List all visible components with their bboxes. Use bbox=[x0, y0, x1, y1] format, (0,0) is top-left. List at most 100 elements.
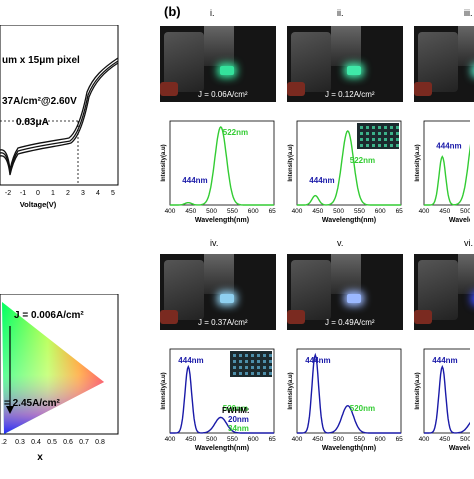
fwhm-green: 34nm bbox=[228, 424, 249, 433]
cie-panel: J = 0.006A/cm² = 2.45A/cm² .2 0.3 0.4 0.… bbox=[0, 293, 122, 474]
cie-tick: 0.6 bbox=[63, 439, 73, 446]
spectrum-line bbox=[424, 143, 470, 206]
spectrum-tick: 500 bbox=[333, 436, 344, 443]
spectrum-tick: 500 bbox=[460, 208, 470, 215]
spectrum-y-axis-label: Intensity(a.u) bbox=[161, 372, 167, 409]
device-photo bbox=[287, 26, 403, 102]
peak-label-green: 520nm bbox=[350, 404, 375, 413]
iv-current-annotation: 0.83μA bbox=[16, 117, 49, 128]
spectrum-y-axis-label: Intensity(a.u) bbox=[415, 144, 421, 181]
panel-roman-numeral: v. bbox=[337, 238, 344, 248]
current-density-label: J = 0.12A/cm² bbox=[325, 90, 375, 99]
spectrum-tick: 650 bbox=[269, 436, 276, 443]
spectrum-tick: 550 bbox=[354, 208, 365, 215]
iv-tick: 2 bbox=[66, 190, 70, 197]
spectrum-plot: 400450500550600650Wavelength(nm)Intensit… bbox=[161, 120, 276, 224]
spectrum-tick: 650 bbox=[269, 208, 276, 215]
spectrum-tick: 600 bbox=[375, 436, 386, 443]
spectrum-tick: 450 bbox=[312, 436, 323, 443]
spectrum-x-axis-label: Wavelength(nm) bbox=[322, 445, 376, 452]
current-density-label: J = 0.49A/cm² bbox=[325, 318, 375, 327]
panel-roman-numeral: iii. bbox=[464, 8, 473, 18]
spectrum-y-axis-label: Intensity(a.u) bbox=[415, 372, 421, 409]
spectrum-plot: 400450500550600650Wavelength(nm)Intensit… bbox=[415, 348, 470, 452]
spectrum-line bbox=[297, 129, 401, 206]
spectrum-y-axis-label: Intensity(a.u) bbox=[288, 144, 294, 181]
cie-tick: .2 bbox=[1, 439, 7, 446]
spectrum-tick: 400 bbox=[419, 436, 430, 443]
iv-curve-panel: -2 -1 0 1 2 3 4 5 Voltage(V) um x 15μm p… bbox=[0, 24, 122, 225]
spectrum-tick: 450 bbox=[185, 208, 196, 215]
peak-label-blue: 444nm bbox=[182, 176, 207, 185]
cie-j-bottom-label: = 2.45A/cm² bbox=[4, 398, 61, 409]
spectrum-x-axis-label: Wavelength(nm) bbox=[195, 445, 249, 452]
peak-label-blue: 444nm bbox=[432, 356, 457, 365]
cie-diagram: J = 0.006A/cm² = 2.45A/cm² .2 0.3 0.4 0.… bbox=[0, 293, 119, 463]
spectrum-tick: 450 bbox=[185, 436, 196, 443]
spectrum-tick: 450 bbox=[439, 208, 450, 215]
spectrum-plot: 400450500550600650Wavelength(nm)Intensit… bbox=[415, 120, 470, 224]
spectrum-x-axis-label: Wavelength(nm) bbox=[449, 445, 470, 452]
cie-tick: 0.7 bbox=[79, 439, 89, 446]
current-density-label: J = 0.37A/cm² bbox=[198, 318, 248, 327]
spectrum-x-axis-label: Wavelength(nm) bbox=[322, 217, 376, 224]
panel-roman-numeral: vi. bbox=[464, 238, 473, 248]
panel-b-label: (b) bbox=[164, 4, 181, 19]
cie-j-top-label: J = 0.006A/cm² bbox=[14, 310, 84, 321]
peak-label-green: 522nm bbox=[223, 128, 248, 137]
device-photo bbox=[414, 26, 474, 102]
spectrum-x-axis-label: Wavelength(nm) bbox=[449, 217, 470, 224]
iv-tick: 1 bbox=[51, 190, 55, 197]
emission-spot bbox=[220, 66, 234, 75]
spectrum-plot: 400450500550600650Wavelength(nm)Intensit… bbox=[288, 120, 403, 224]
iv-tick: 5 bbox=[111, 190, 115, 197]
peak-label-green: 522nm bbox=[350, 156, 375, 165]
device-photo bbox=[414, 254, 474, 330]
panel-roman-numeral: ii. bbox=[337, 8, 344, 18]
iv-tick: 3 bbox=[81, 190, 85, 197]
iv-tick: 0 bbox=[36, 190, 40, 197]
iv-curve-plot: -2 -1 0 1 2 3 4 5 Voltage(V) um x 15μm p… bbox=[0, 24, 119, 209]
spectrum-tick: 500 bbox=[206, 208, 217, 215]
spectrum-tick: 650 bbox=[396, 208, 403, 215]
iv-jv-annotation: 37A/cm²@2.60V bbox=[2, 96, 77, 107]
spectrum-tick: 400 bbox=[292, 436, 303, 443]
spectrum-line bbox=[170, 126, 274, 206]
cie-x-ticks: .2 0.3 0.4 0.5 0.6 0.7 0.8 bbox=[1, 439, 105, 446]
spectrum-tick: 650 bbox=[396, 436, 403, 443]
spectrum-tick: 550 bbox=[227, 436, 238, 443]
spectrum-tick: 600 bbox=[375, 208, 386, 215]
device-photo bbox=[160, 26, 276, 102]
cie-x-axis-label: x bbox=[37, 452, 43, 463]
peak-label-green: 520nm bbox=[223, 404, 248, 413]
spectrum-tick: 500 bbox=[460, 436, 470, 443]
iv-tick: -1 bbox=[20, 190, 26, 197]
cie-tick: 0.3 bbox=[15, 439, 25, 446]
iv-curve-traces bbox=[0, 57, 119, 176]
current-density-label: J = 0.06A/cm² bbox=[198, 90, 248, 99]
cie-tick: 0.8 bbox=[95, 439, 105, 446]
spectrum-tick: 400 bbox=[165, 208, 176, 215]
iv-pixel-size-text: um x 15μm pixel bbox=[2, 55, 80, 66]
spectrum-plot: 400450500550600650Wavelength(nm)Intensit… bbox=[288, 348, 403, 452]
device-photo bbox=[160, 254, 276, 330]
spectrum-line bbox=[424, 364, 470, 434]
emission-spot bbox=[347, 66, 361, 75]
spectrum-tick: 400 bbox=[165, 436, 176, 443]
spectrum-tick: 400 bbox=[292, 208, 303, 215]
device-photo bbox=[287, 254, 403, 330]
iv-x-ticks: -2 -1 0 1 2 3 4 5 bbox=[5, 190, 115, 197]
spectrum-tick: 500 bbox=[206, 436, 217, 443]
spectrum-tick: 600 bbox=[248, 208, 259, 215]
spectrum-tick: 400 bbox=[419, 208, 430, 215]
peak-label-blue: 444nm bbox=[436, 142, 461, 151]
spectrum-plot: 400 450 500 550 600 650 Wavelength(nm) Intensit… bbox=[161, 348, 276, 452]
emission-spot bbox=[220, 294, 234, 303]
peak-label-blue: 444nm bbox=[309, 176, 334, 185]
spectrum-line bbox=[297, 352, 401, 434]
fwhm-blue: 20nm bbox=[228, 415, 249, 424]
spectrum-line bbox=[170, 364, 274, 434]
spectrum-tick: 600 bbox=[248, 436, 259, 443]
fwhm-title: FWHM: bbox=[222, 406, 250, 415]
peak-label-blue: 444nm bbox=[305, 356, 330, 365]
